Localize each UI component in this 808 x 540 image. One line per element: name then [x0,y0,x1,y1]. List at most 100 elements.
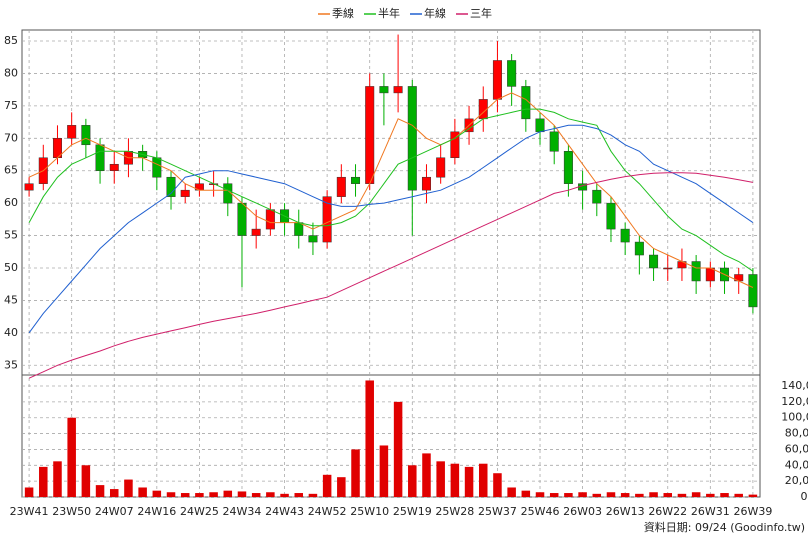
source-note: 資料日期: 09/24 (Goodinfo.tw) [644,520,805,534]
candle-body [24,183,34,191]
candle-body [691,261,701,282]
y-tick-label: 65 [4,164,18,177]
volume-bar [109,489,119,497]
y-tick-label: 50 [4,261,18,274]
candle-body [152,157,162,178]
volume-bar [691,492,701,497]
x-tick-label: 25W28 [435,505,474,518]
volume-bar [365,380,374,497]
x-tick-label: 25W37 [478,505,517,518]
y-tick-label: 55 [4,229,18,242]
y-tick-label: 80 [4,66,18,79]
volume-bar [322,474,332,497]
candle-body [95,144,105,171]
candle-body [67,125,77,139]
volume-bar [195,493,204,497]
x-tick-label: 24W52 [308,505,347,518]
volume-bar [507,487,516,497]
y-tick-label: 85 [4,34,18,47]
volume-bar [493,473,502,497]
candle-body [265,209,275,230]
candle-body [365,86,375,184]
candle-body [649,254,659,269]
x-tick-label: 23W41 [10,505,49,518]
volume-bar [237,491,247,497]
volume-bar [152,490,162,497]
candle-body [492,60,502,100]
volume-bar [251,493,261,497]
ma-line [28,108,754,272]
candle-body [109,163,119,171]
volume-bar [549,493,559,497]
volume-bar [535,492,545,497]
volume-tick-label: 120,000 [781,395,808,408]
volume-bar [748,494,758,497]
candle-body [421,176,431,191]
candle-body [180,189,190,197]
candle-body [563,151,573,184]
candle-body [407,86,417,191]
volume-bar [209,492,218,497]
volume-bar [422,453,431,497]
candle-body [507,60,517,87]
candle-body [251,228,261,236]
candle-body [521,86,531,120]
volume-bar [24,487,34,497]
volume-bar [677,493,687,497]
y-tick-label: 35 [4,358,18,371]
candle-body [592,189,602,204]
volume-bar [294,493,304,497]
volume-bar [67,417,76,497]
volume-tick-label: 140,000 [781,379,808,392]
volume-bar [649,492,658,497]
ma-line [28,92,754,288]
candle-body [620,228,630,243]
volume-bar [308,493,318,497]
volume-bar [223,490,233,497]
volume-bar [720,493,729,497]
legend-label: 季線 [332,6,354,20]
volume-bar [620,493,630,497]
candle-body [606,202,616,230]
legend-label: 年線 [424,6,446,20]
volume-tick-label: 0 [801,490,808,503]
x-tick-label: 25W19 [393,505,432,518]
volume-bar [436,461,445,497]
candle-body [748,274,758,308]
legend-label: 半年 [378,6,400,20]
candle-body [351,176,361,184]
candle-body [81,125,91,146]
volume-bar [337,477,346,497]
volume-bar [351,449,360,497]
volume-tick-label: 100,000 [781,411,808,424]
volume-bar [138,487,147,497]
candle-body [322,196,332,243]
volume-bar [663,493,673,497]
volume-bar [39,466,48,497]
volume-bar [578,492,587,497]
volume-bar [592,493,602,497]
volume-tick-label: 40,000 [785,458,808,471]
candle-body [535,118,545,133]
candle-body [336,176,346,197]
volume-bar [124,479,133,497]
volume-bar [393,401,403,497]
y-tick-label: 45 [4,293,18,306]
volume-bar [81,465,91,497]
x-tick-label: 26W39 [733,505,772,518]
volume-bar [706,493,715,497]
candle-body [663,267,673,270]
candle-body [393,86,403,94]
candle-body [379,86,389,94]
volume-tick-label: 60,000 [785,442,808,455]
candle-body [634,241,644,256]
y-tick-label: 60 [4,196,18,209]
x-tick-label: 25W10 [350,505,389,518]
candle-body [549,131,559,152]
legend-label: 三年 [470,6,492,20]
y-tick-label: 40 [4,326,18,339]
volume-bar [521,490,531,497]
x-tick-label: 24W07 [95,505,134,518]
x-tick-label: 26W22 [648,505,687,518]
